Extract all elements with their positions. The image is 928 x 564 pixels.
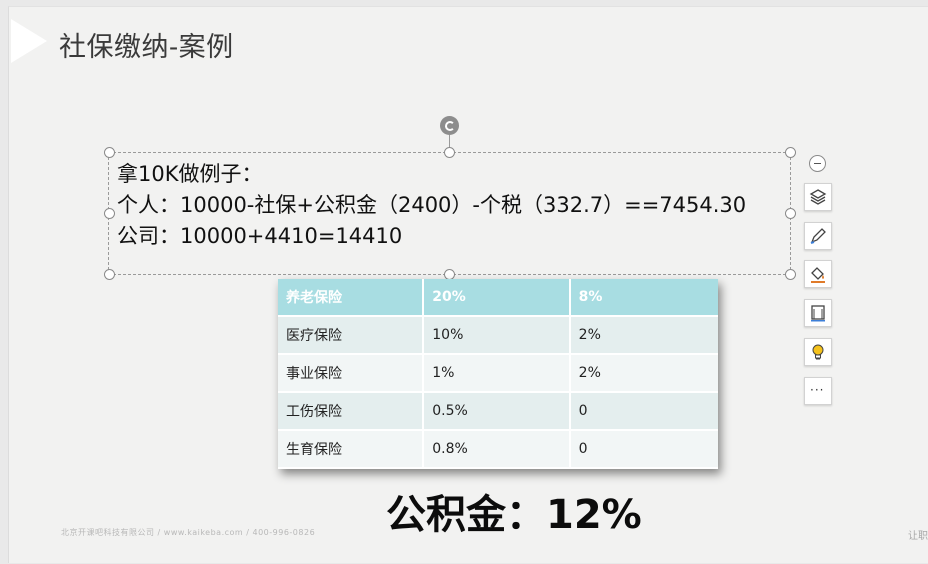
slide-title: 社保缴纳-案例 [59, 32, 234, 63]
slide-canvas[interactable]: 社保缴纳-案例 拿10K做例子： 个人：10000-社保+公积金（2400）-个… [8, 6, 928, 563]
frame-button[interactable] [804, 299, 832, 327]
example-textbox[interactable]: 拿10K做例子： 个人：10000-社保+公积金（2400）-个税（332.7）… [117, 159, 746, 252]
table-cell: 0 [569, 392, 718, 431]
idea-button[interactable] [804, 338, 832, 366]
layers-icon [809, 189, 827, 205]
table-cell: 8% [569, 279, 718, 317]
table-row: 工伤保险 0.5% 0 [278, 392, 718, 431]
frame-icon [811, 305, 825, 322]
footer-company-info: 北京开课吧科技有限公司 / www.kaikeba.com / 400-996-… [61, 528, 316, 537]
table-cell: 生育保险 [278, 430, 425, 469]
table-cell: 工伤保险 [278, 392, 425, 431]
table-row: 事业保险 1% 2% [278, 354, 718, 393]
housing-fund-rate-text: 公积金：12% [386, 492, 642, 538]
resize-handle-bottom-left[interactable] [104, 269, 115, 280]
pen-icon [810, 228, 826, 244]
insurance-rate-table[interactable]: 养老保险 20% 8% 医疗保险 10% 2% 事业保险 1% 2% 工伤保险 … [278, 279, 718, 469]
rotate-stem [449, 135, 450, 153]
table-cell: 2% [569, 316, 718, 355]
layers-button[interactable] [804, 183, 832, 211]
table-cell: 医疗保险 [278, 316, 425, 355]
resize-handle-right[interactable] [785, 208, 796, 219]
resize-handle-top-left[interactable] [104, 147, 115, 158]
text-line-3: 公司：10000+4410=14410 [117, 224, 403, 248]
more-button[interactable]: ··· [804, 377, 832, 405]
table-cell: 10% [423, 316, 571, 355]
pen-button[interactable] [804, 222, 832, 250]
text-line-1: 拿10K做例子： [117, 162, 263, 186]
table-row: 生育保险 0.8% 0 [278, 430, 718, 469]
table-cell: 养老保险 [278, 279, 425, 317]
table-header-row: 养老保险 20% 8% [278, 279, 718, 317]
more-icon: ··· [810, 383, 825, 397]
table-cell: 0.5% [423, 392, 571, 431]
table-cell: 2% [569, 354, 718, 393]
footer-slogan: 让职 [908, 531, 928, 542]
lightbulb-icon [812, 344, 824, 360]
fill-icon [811, 267, 825, 283]
table-cell: 1% [423, 354, 571, 393]
table-cell: 0.8% [423, 430, 571, 469]
rotate-handle-icon[interactable] [440, 116, 459, 135]
resize-handle-top[interactable] [444, 147, 455, 158]
table-row: 医疗保险 10% 2% [278, 316, 718, 355]
table-cell: 20% [423, 279, 571, 317]
collapse-icon[interactable] [809, 155, 826, 172]
table-cell: 事业保险 [278, 354, 425, 393]
resize-handle-bottom-right[interactable] [785, 269, 796, 280]
resize-handle-top-right[interactable] [785, 147, 796, 158]
resize-handle-left[interactable] [104, 208, 115, 219]
text-line-2: 个人：10000-社保+公积金（2400）-个税（332.7）==7454.30 [117, 193, 747, 217]
table-cell: 0 [569, 430, 718, 469]
title-arrow-shape [11, 19, 47, 63]
fill-button[interactable] [804, 260, 832, 288]
